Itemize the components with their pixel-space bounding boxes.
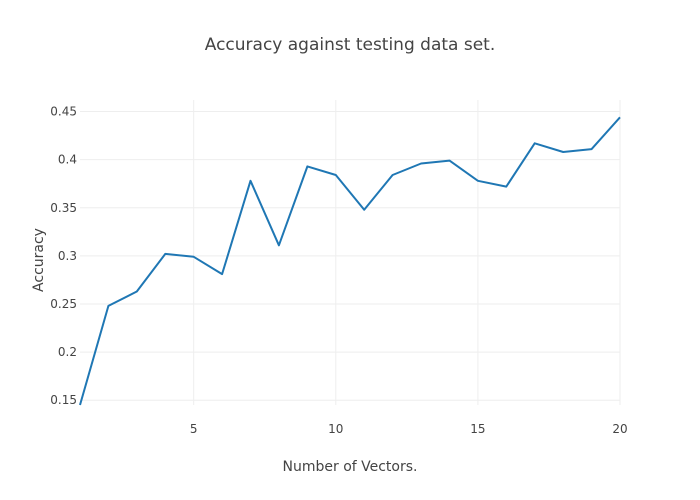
y-axis-title: Accuracy — [31, 228, 47, 292]
chart-title: Accuracy against testing data set. — [205, 35, 496, 55]
x-tick-label: 15 — [470, 422, 485, 436]
y-tick-label: 0.4 — [58, 153, 77, 167]
y-tick-label: 0.3 — [58, 249, 77, 263]
x-tick-label: 10 — [328, 422, 343, 436]
x-tick-label: 20 — [612, 422, 627, 436]
y-tick-label: 0.15 — [50, 393, 77, 407]
series-layer — [79, 116, 621, 406]
y-tick-label: 0.25 — [50, 297, 77, 311]
y-tick-label: 0.2 — [58, 345, 77, 359]
tick-layer: 0.15 0.2 0.25 0.3 0.35 0.4 0.45 5 10 15 20 — [50, 105, 627, 436]
x-tick-label: 5 — [190, 422, 198, 436]
grid-layer — [80, 100, 621, 405]
x-axis-title: Number of Vectors. — [283, 459, 418, 475]
y-tick-label: 0.45 — [50, 105, 77, 119]
y-tick-label: 0.35 — [50, 201, 77, 215]
series-line — [79, 116, 621, 406]
